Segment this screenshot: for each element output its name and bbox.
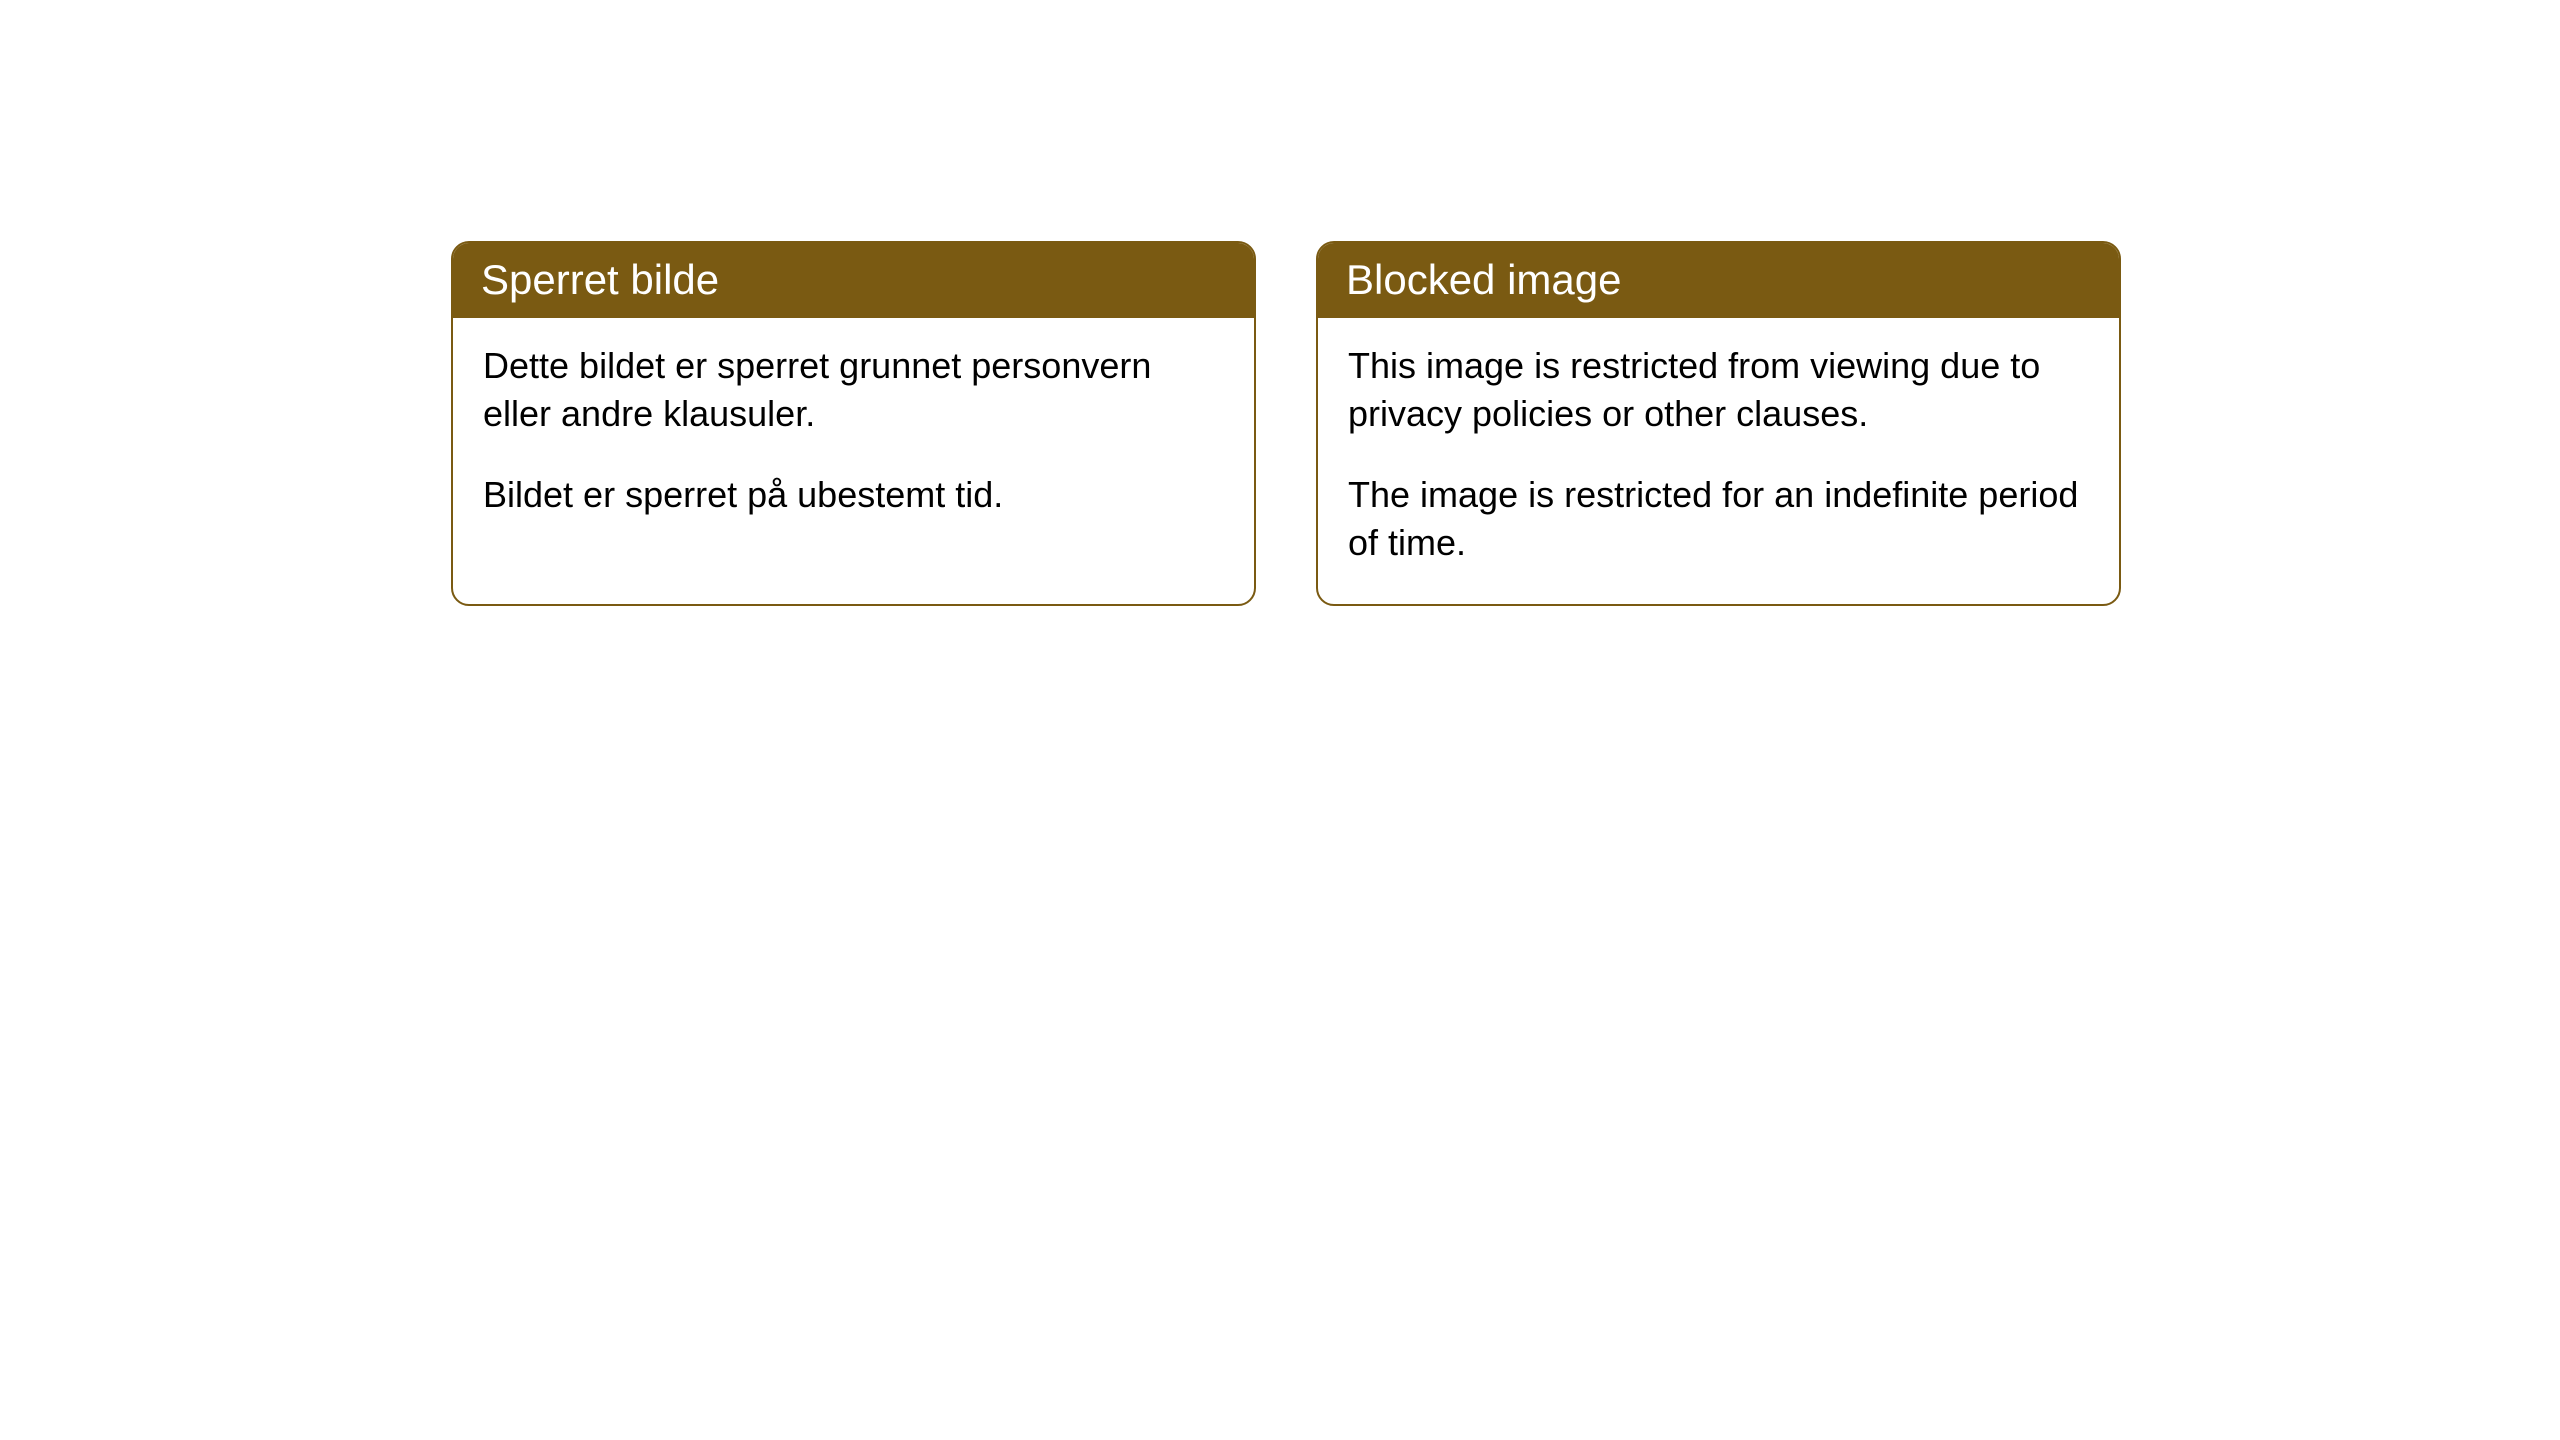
card-body-norwegian: Dette bildet er sperret grunnet personve… (453, 318, 1254, 556)
card-header-norwegian: Sperret bilde (453, 243, 1254, 318)
notice-text-english-2: The image is restricted for an indefinit… (1348, 471, 2089, 568)
notice-cards-container: Sperret bilde Dette bildet er sperret gr… (451, 241, 2121, 606)
card-header-english: Blocked image (1318, 243, 2119, 318)
blocked-image-card-english: Blocked image This image is restricted f… (1316, 241, 2121, 606)
notice-text-norwegian-2: Bildet er sperret på ubestemt tid. (483, 471, 1224, 520)
blocked-image-card-norwegian: Sperret bilde Dette bildet er sperret gr… (451, 241, 1256, 606)
notice-text-norwegian-1: Dette bildet er sperret grunnet personve… (483, 342, 1224, 439)
notice-text-english-1: This image is restricted from viewing du… (1348, 342, 2089, 439)
card-body-english: This image is restricted from viewing du… (1318, 318, 2119, 604)
